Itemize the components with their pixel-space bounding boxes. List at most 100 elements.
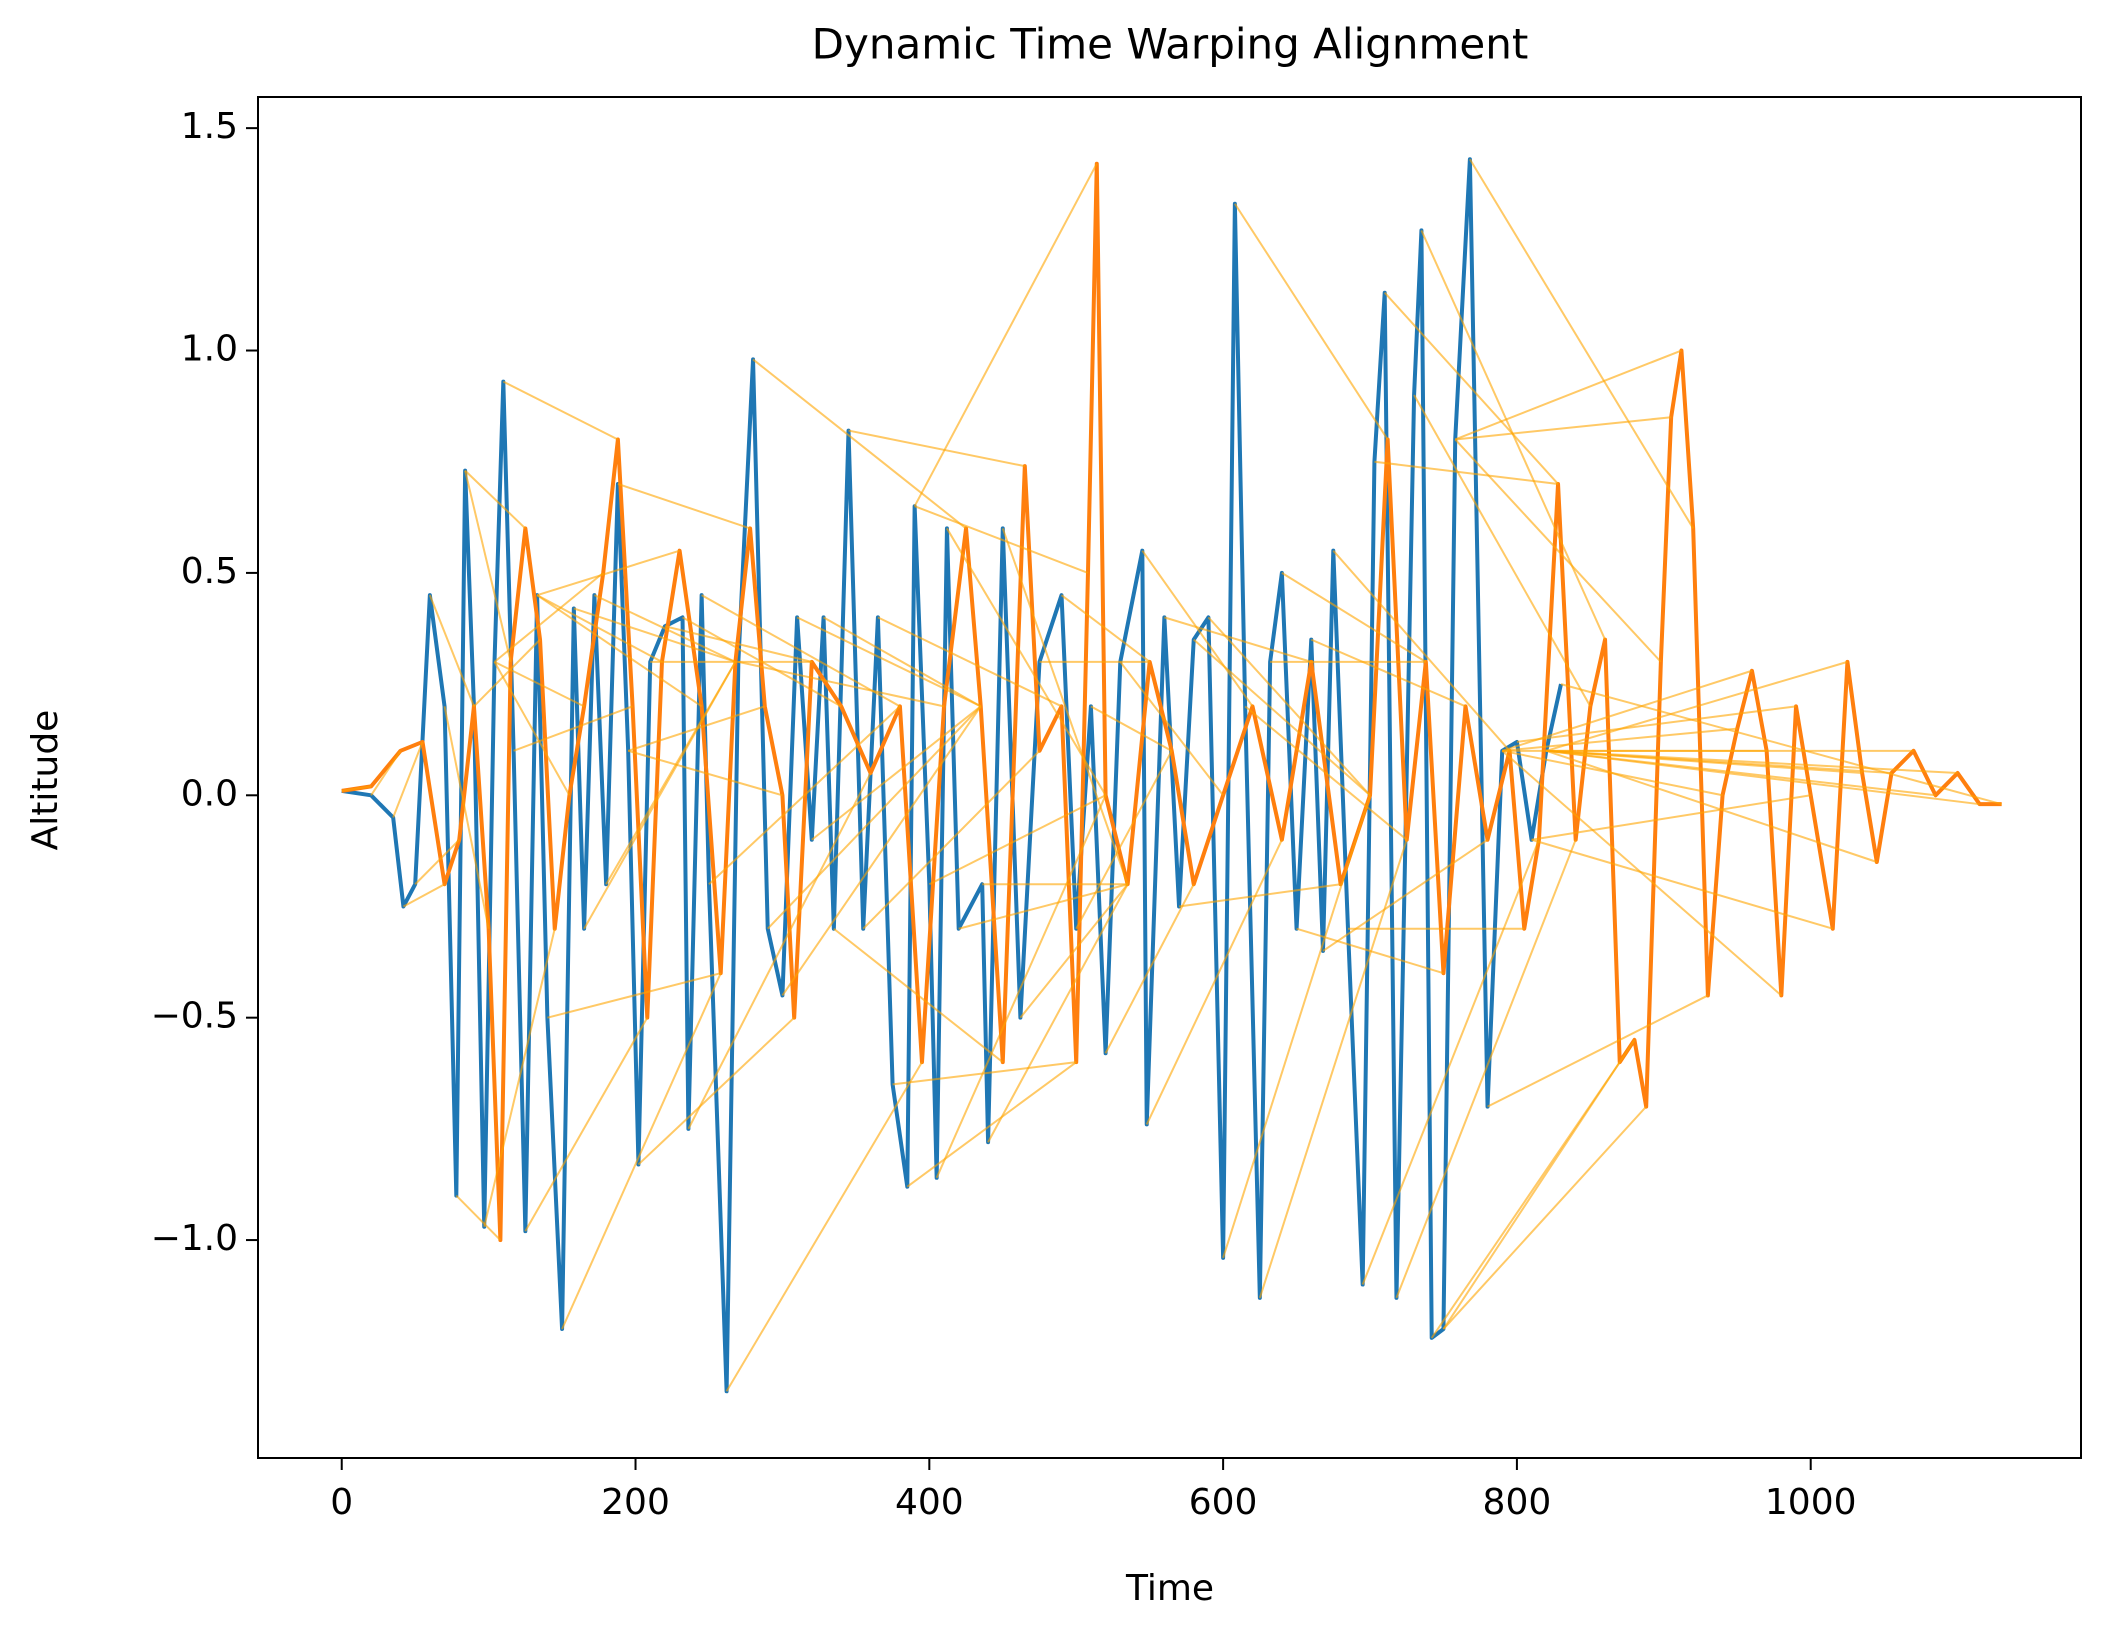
alignment-line xyxy=(428,594,475,707)
alignment-line xyxy=(536,594,703,708)
series-line xyxy=(341,161,2002,1243)
alignment-line xyxy=(464,470,512,663)
alignment-line xyxy=(1546,749,1936,797)
alignment-line xyxy=(341,785,372,792)
alignment-line xyxy=(627,749,783,797)
alignment-line xyxy=(513,705,633,752)
alignment-line xyxy=(1296,927,1444,975)
alignment-line xyxy=(524,1017,649,1232)
alignment-line xyxy=(1060,594,1151,663)
y-tick-label: −1.0 xyxy=(151,1218,238,1259)
alignment-line xyxy=(1141,550,1254,707)
alignment-line xyxy=(1545,749,1878,863)
alignment-line xyxy=(862,750,1041,930)
alignment-line xyxy=(1395,839,1577,1299)
alignment-line xyxy=(1090,705,1173,752)
alignment-line xyxy=(583,661,737,930)
alignment-line xyxy=(1104,883,1195,1054)
alignment-line xyxy=(928,794,1107,886)
alignment-line xyxy=(1222,794,1371,1259)
alignment-line xyxy=(767,705,982,930)
alignment-line xyxy=(906,1061,1077,1188)
alignment-line xyxy=(1164,616,1312,663)
alignment-line xyxy=(1019,883,1129,1019)
alignment-line xyxy=(708,705,901,885)
alignment-line xyxy=(1075,750,1173,930)
alignment-line xyxy=(1322,838,1489,952)
alignment-line xyxy=(848,429,1026,468)
alignment-line xyxy=(392,741,424,818)
alignment-line xyxy=(833,927,1004,1063)
alignment-line xyxy=(617,483,751,530)
alignment-line xyxy=(1516,705,1797,743)
y-tick-label: −0.5 xyxy=(151,996,238,1037)
x-tick-label: 600 xyxy=(1189,1482,1258,1523)
alignment-line xyxy=(402,883,446,908)
alignment-line xyxy=(664,625,813,663)
alignment-line xyxy=(502,380,619,441)
alignment-line xyxy=(547,972,721,1019)
alignment-line xyxy=(1383,292,1559,485)
alignment-line xyxy=(796,616,982,708)
alignment-line xyxy=(811,705,982,841)
alignment-line xyxy=(414,839,460,885)
y-axis-label: Altitude xyxy=(25,710,66,851)
alignment-line xyxy=(443,706,490,929)
alignment-line xyxy=(455,1194,502,1241)
alignment-line xyxy=(493,572,604,663)
x-tick-label: 800 xyxy=(1483,1482,1552,1523)
alignment-line xyxy=(1207,616,1371,796)
alignment-line xyxy=(561,972,722,1330)
alignment-line xyxy=(1502,727,1738,752)
series-line xyxy=(341,157,1563,1394)
alignment-line xyxy=(1501,669,1753,752)
alignment-line xyxy=(1001,528,1129,885)
alignment-line xyxy=(738,660,945,708)
alignment-line xyxy=(725,1061,923,1392)
alignment-line xyxy=(1413,394,1592,707)
alignment-line xyxy=(701,594,901,708)
alignment-line xyxy=(1244,705,1408,841)
alignment-line xyxy=(687,772,872,1130)
alignment-line xyxy=(573,607,736,663)
alignment-line xyxy=(1332,550,1511,752)
alignment-line xyxy=(946,527,1107,796)
alignment-line xyxy=(1531,838,1834,930)
y-tick-label: 0.5 xyxy=(181,551,238,592)
alignment-line xyxy=(1455,416,1672,441)
alignment-line xyxy=(1442,1105,1647,1330)
alignment-line xyxy=(1281,572,1427,663)
alignment-line xyxy=(1145,839,1283,1125)
alignment-line xyxy=(1487,994,1709,1108)
alignment-line xyxy=(1546,749,1863,775)
alignment-line xyxy=(1119,661,1224,796)
alignment-line xyxy=(473,638,541,708)
alignment-line xyxy=(958,883,1128,930)
alignment-line xyxy=(1502,749,1723,797)
x-tick-label: 400 xyxy=(895,1482,964,1523)
alignment-line xyxy=(493,661,571,796)
alignment-line xyxy=(593,594,736,663)
x-axis-label: Time xyxy=(1125,1568,1214,1609)
y-tick-label: 1.5 xyxy=(181,106,238,147)
plot-frame xyxy=(257,96,2082,1459)
alignment-line xyxy=(987,883,1129,1143)
alignment-line xyxy=(483,928,556,1227)
alignment-line xyxy=(1234,203,1389,441)
alignment-line xyxy=(914,505,1089,574)
alignment-line xyxy=(781,705,982,997)
y-tick-label: 1.0 xyxy=(181,329,238,370)
alignment-line xyxy=(1469,158,1695,529)
alignment-line xyxy=(935,794,1107,1179)
alignment-line xyxy=(1546,660,1848,752)
alignment-line xyxy=(1310,638,1466,708)
alignment-line xyxy=(1501,750,1782,997)
chart-title: Dynamic Time Warping Alignment xyxy=(812,20,1529,69)
alignment-line xyxy=(1178,883,1341,908)
alignment-line xyxy=(1430,1061,1621,1339)
y-tick-label: 0.0 xyxy=(181,773,238,814)
alignment-line xyxy=(892,1061,1077,1086)
x-tick-label: 200 xyxy=(601,1482,670,1523)
